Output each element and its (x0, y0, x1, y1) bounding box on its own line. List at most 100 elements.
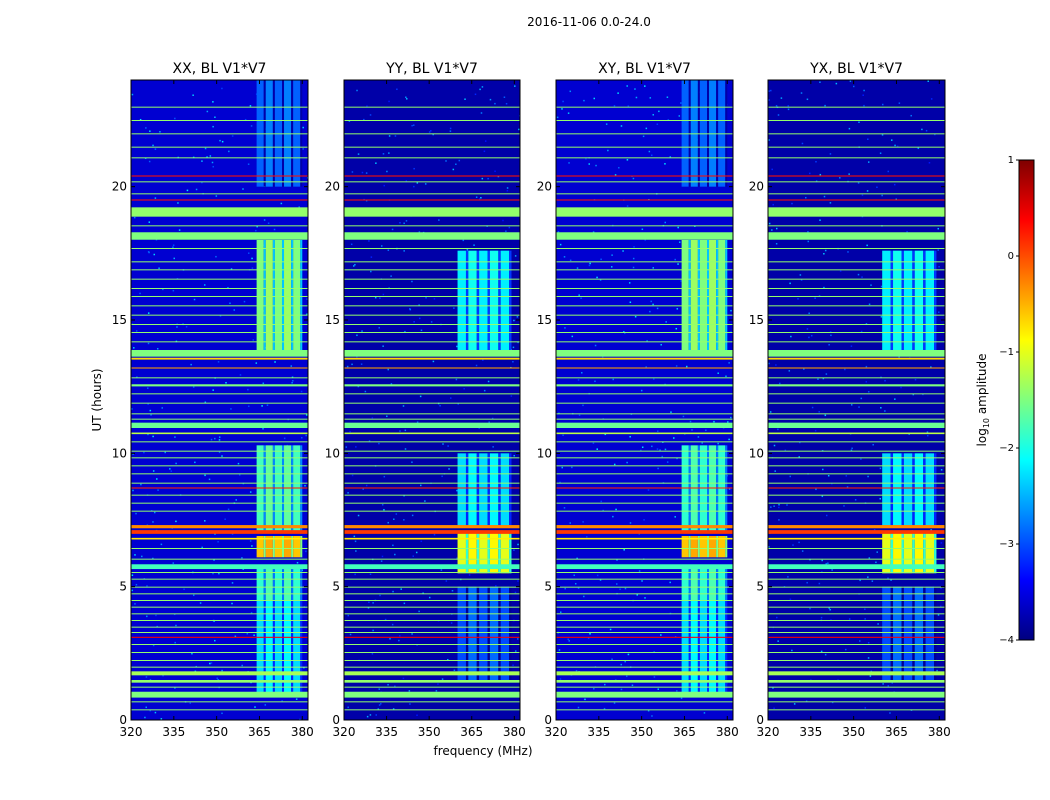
noise-speckle (571, 466, 573, 469)
y-tick-label: 10 (537, 446, 552, 460)
colorbar-tick-label: −1 (999, 347, 1014, 358)
noise-speckle (361, 171, 364, 174)
rfi-line (768, 175, 945, 177)
noise-speckle (212, 389, 214, 391)
noise-speckle (867, 475, 869, 478)
rfi-thin-line (768, 510, 945, 512)
rfi-thin-line (768, 305, 945, 307)
noise-speckle (133, 347, 135, 349)
signal-gap (912, 533, 915, 574)
noise-speckle (661, 455, 663, 458)
noise-speckle (890, 579, 892, 581)
noise-speckle (697, 436, 700, 438)
noise-speckle (216, 677, 218, 679)
noise-speckle (689, 420, 692, 423)
y-tick-label: 20 (112, 180, 127, 194)
noise-speckle (894, 144, 896, 147)
noise-speckle (355, 446, 357, 448)
signal-gap (688, 536, 691, 558)
rfi-line (556, 384, 733, 387)
noise-speckle (730, 416, 732, 419)
axes-frame (343, 79, 521, 721)
noise-speckle (880, 285, 883, 288)
rfi-thin-line (768, 701, 945, 703)
noise-speckle (386, 170, 388, 173)
noise-speckle (502, 219, 504, 222)
noise-speckle (231, 602, 233, 605)
rfi-thin-line (344, 709, 520, 711)
signal-gap (912, 453, 915, 526)
y-tick-label: 15 (112, 313, 127, 327)
noise-speckle (354, 540, 357, 543)
heatmap-area (131, 80, 308, 720)
noise-speckle (618, 166, 620, 169)
signal-block (925, 250, 935, 352)
rfi-thin-line (768, 613, 945, 615)
noise-speckle (135, 330, 138, 332)
rfi-thin-line (344, 261, 520, 263)
noise-speckle (912, 393, 915, 396)
signal-block (274, 536, 283, 558)
signal-gap (263, 536, 266, 558)
noise-speckle (383, 508, 385, 511)
noise-speckle (505, 102, 508, 105)
noise-speckle (356, 355, 358, 358)
y-tick-label: 20 (537, 180, 552, 194)
colorbar-label-prefix: log (975, 428, 989, 446)
noise-speckle (569, 90, 572, 93)
noise-speckle (230, 408, 232, 410)
noise-speckle (860, 458, 862, 460)
signal-gap (487, 453, 490, 526)
noise-speckle (480, 196, 482, 199)
rfi-thin-line (556, 450, 733, 452)
noise-speckle (440, 569, 443, 571)
noise-speckle (938, 311, 940, 313)
noise-speckle (658, 110, 660, 113)
noise-speckle (577, 587, 580, 589)
noise-speckle (387, 249, 390, 252)
noise-speckle (867, 642, 870, 644)
signal-block (699, 600, 708, 696)
noise-speckle (175, 520, 177, 523)
noise-speckle (428, 131, 431, 133)
noise-speckle (154, 711, 157, 714)
noise-speckle (473, 244, 475, 246)
signal-block (293, 536, 301, 558)
rfi-line (556, 530, 733, 534)
signal-gap (476, 586, 480, 680)
noise-speckle (204, 474, 206, 477)
rfi-thin-line (344, 548, 520, 549)
signal-gap (272, 568, 275, 600)
rfi-thin-line (131, 181, 308, 183)
rfi-thin-line (556, 620, 733, 621)
rfi-thin-line (556, 248, 733, 249)
noise-speckle (930, 529, 932, 531)
noise-speckle (449, 127, 452, 130)
noise-speckle (596, 448, 598, 450)
rfi-line (768, 530, 945, 534)
noise-speckle (825, 514, 828, 517)
rfi-thin-line (768, 296, 945, 297)
rfi-thin-line (556, 701, 733, 703)
rfi-thin-line (344, 632, 520, 633)
rfi-thin-line (556, 314, 733, 316)
rfi-thin-line (344, 441, 520, 443)
rfi-thin-line (556, 666, 733, 668)
noise-speckle (418, 610, 420, 613)
noise-speckle (865, 365, 868, 368)
signal-gap (890, 453, 894, 526)
noise-speckle (162, 674, 164, 677)
noise-speckle (583, 595, 585, 598)
noise-speckle (626, 159, 629, 161)
noise-speckle (148, 251, 150, 254)
rfi-thin-line (131, 686, 308, 688)
noise-speckle (559, 243, 562, 246)
noise-speckle (930, 98, 933, 100)
noise-speckle (811, 406, 814, 409)
noise-speckle (189, 702, 192, 704)
noise-speckle (442, 443, 444, 445)
noise-speckle (768, 90, 770, 92)
noise-speckle (247, 405, 250, 408)
signal-gap (509, 533, 512, 574)
